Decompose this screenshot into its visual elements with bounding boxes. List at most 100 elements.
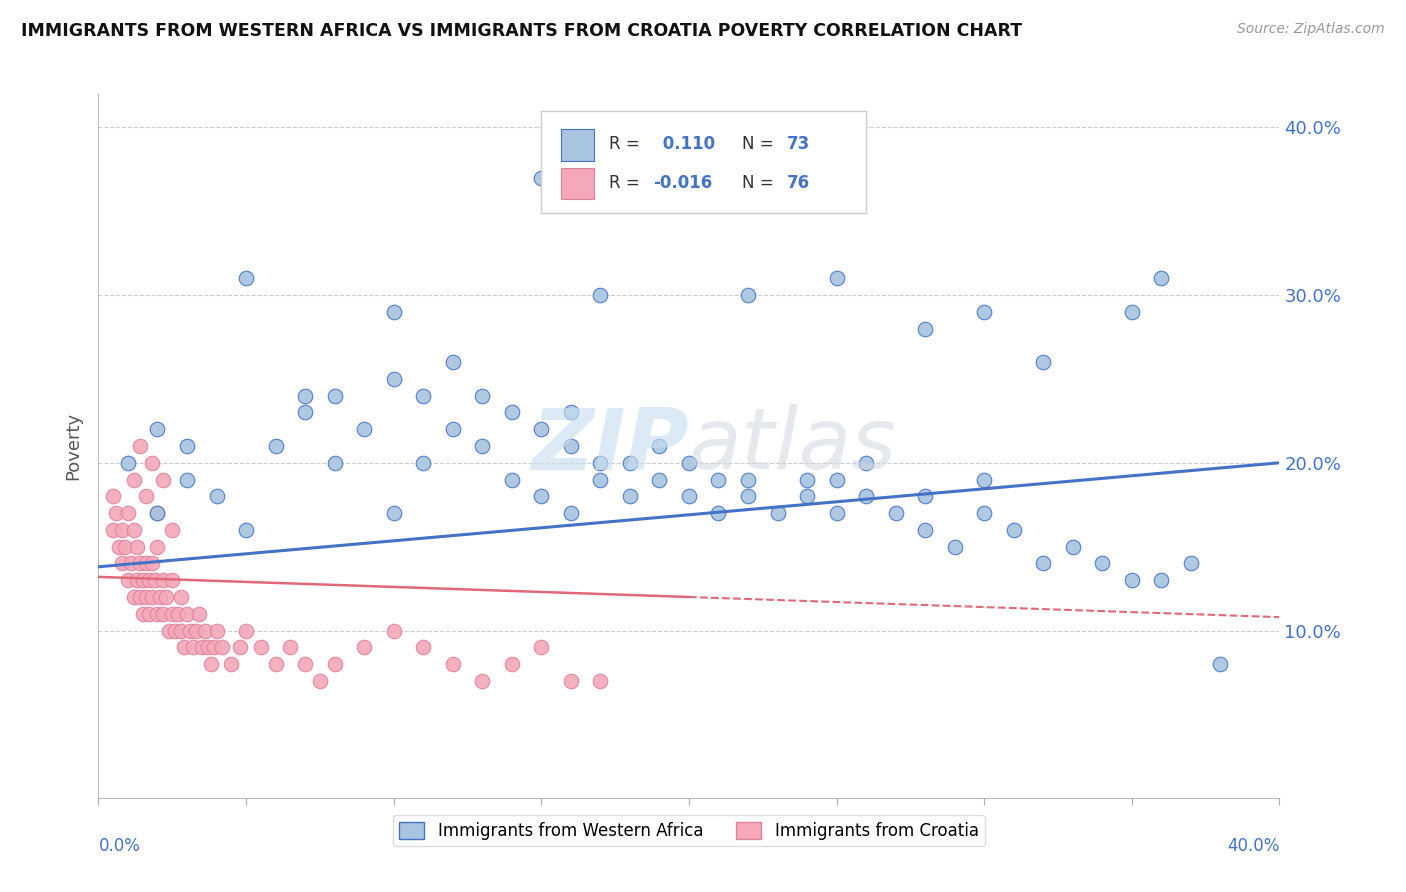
Point <box>141 590 163 604</box>
Point <box>132 607 155 621</box>
Point <box>796 473 818 487</box>
Point <box>155 590 177 604</box>
Point <box>501 657 523 672</box>
Point <box>412 640 434 655</box>
Point <box>353 640 375 655</box>
Point <box>170 590 193 604</box>
Text: -0.016: -0.016 <box>654 174 713 192</box>
Point <box>111 523 134 537</box>
Point <box>108 540 131 554</box>
Point <box>138 607 160 621</box>
Point <box>157 624 180 638</box>
Point <box>471 389 494 403</box>
Point <box>235 523 257 537</box>
Point <box>309 673 332 688</box>
Point <box>973 305 995 319</box>
Point <box>737 473 759 487</box>
Point <box>323 389 346 403</box>
Point <box>471 439 494 453</box>
Point <box>103 523 125 537</box>
Point <box>884 506 907 520</box>
Point <box>530 489 553 503</box>
Point <box>176 439 198 453</box>
Point <box>146 607 169 621</box>
Point <box>138 573 160 587</box>
Point <box>235 624 257 638</box>
Point <box>105 506 128 520</box>
Y-axis label: Poverty: Poverty <box>65 412 83 480</box>
Point <box>1002 523 1025 537</box>
Point <box>589 673 612 688</box>
Point <box>176 473 198 487</box>
Point <box>382 305 405 319</box>
Point <box>914 321 936 335</box>
Point <box>205 489 228 503</box>
Point <box>162 573 183 587</box>
Point <box>117 506 139 520</box>
Point <box>117 573 139 587</box>
Point <box>943 540 966 554</box>
Point <box>737 288 759 302</box>
Point <box>146 506 169 520</box>
Point <box>973 506 995 520</box>
Text: 40.0%: 40.0% <box>1227 837 1279 855</box>
Point <box>205 624 228 638</box>
Point <box>323 657 346 672</box>
FancyBboxPatch shape <box>541 112 866 213</box>
Point <box>353 422 375 436</box>
Point <box>250 640 273 655</box>
Point <box>111 557 134 571</box>
Point <box>589 456 612 470</box>
Point <box>589 473 612 487</box>
Point <box>141 456 163 470</box>
Point <box>1032 557 1054 571</box>
Point <box>412 389 434 403</box>
Point <box>530 640 553 655</box>
Point <box>501 473 523 487</box>
Legend: Immigrants from Western Africa, Immigrants from Croatia: Immigrants from Western Africa, Immigran… <box>392 815 986 847</box>
Point <box>146 506 169 520</box>
Point <box>128 557 150 571</box>
Point <box>280 640 302 655</box>
Point <box>766 506 789 520</box>
Point <box>1180 557 1202 571</box>
Point <box>117 456 139 470</box>
Point <box>1150 271 1173 285</box>
Point <box>589 288 612 302</box>
Point <box>441 422 464 436</box>
Text: 76: 76 <box>787 174 810 192</box>
Point <box>120 557 142 571</box>
Point <box>1091 557 1114 571</box>
Point <box>202 640 225 655</box>
Point <box>149 590 172 604</box>
Point <box>441 657 464 672</box>
Point <box>825 473 848 487</box>
Point <box>973 473 995 487</box>
Point <box>619 489 641 503</box>
Point <box>825 271 848 285</box>
Point <box>152 473 174 487</box>
Point <box>560 673 582 688</box>
Point <box>382 372 405 386</box>
Point <box>170 624 193 638</box>
Point <box>1150 573 1173 587</box>
Point <box>501 405 523 419</box>
Point <box>125 573 148 587</box>
Point <box>162 607 183 621</box>
Point <box>146 422 169 436</box>
Point <box>914 489 936 503</box>
Point <box>1209 657 1232 672</box>
Point <box>191 640 214 655</box>
Point <box>412 456 434 470</box>
Point <box>173 640 195 655</box>
Point <box>229 640 252 655</box>
Point <box>294 389 316 403</box>
Point <box>530 422 553 436</box>
Point <box>179 624 201 638</box>
Point <box>184 624 207 638</box>
Point <box>678 456 700 470</box>
Text: N =: N = <box>742 174 773 192</box>
Point <box>132 573 155 587</box>
Text: 0.0%: 0.0% <box>98 837 141 855</box>
Point <box>200 657 222 672</box>
